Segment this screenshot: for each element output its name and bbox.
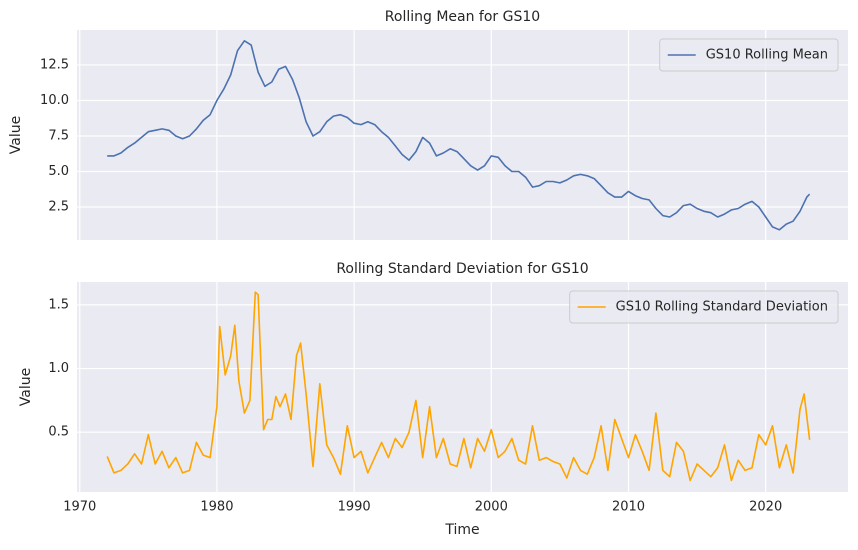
data-line [107,40,811,231]
y-tick-label: 12.5 [40,57,69,72]
y-axis-label: Value [8,116,24,154]
chart-title: Rolling Standard Deviation for GS10 [336,261,588,277]
x-tick-label: 2020 [749,500,782,515]
y-tick-label: 7.5 [48,128,69,143]
legend-box [569,290,839,324]
x-axis-label: Time [444,522,479,538]
y-tick-label: 1.5 [48,297,69,312]
y-tick-label: 5.0 [48,164,69,179]
x-tick-label: 2010 [612,500,645,515]
x-tick-label: 1980 [200,500,233,515]
x-tick-label: 1970 [63,500,96,515]
x-tick-label: 2000 [475,500,508,515]
x-tick-label: 1990 [338,500,371,515]
legend: GS10 Rolling Standard Deviation [569,290,839,324]
chart-title: Rolling Mean for GS10 [385,9,540,25]
y-tick-label: 0.5 [48,425,69,440]
y-tick-label: 2.5 [48,200,69,215]
y-axis-label: Value [18,368,34,406]
legend-box [659,38,839,72]
legend-label: GS10 Rolling Standard Deviation [616,300,828,315]
y-tick-label: 1.0 [48,361,69,376]
data-line [106,291,811,482]
legend-label: GS10 Rolling Mean [706,48,828,63]
legend: GS10 Rolling Mean [659,38,839,72]
y-tick-label: 10.0 [40,93,69,108]
